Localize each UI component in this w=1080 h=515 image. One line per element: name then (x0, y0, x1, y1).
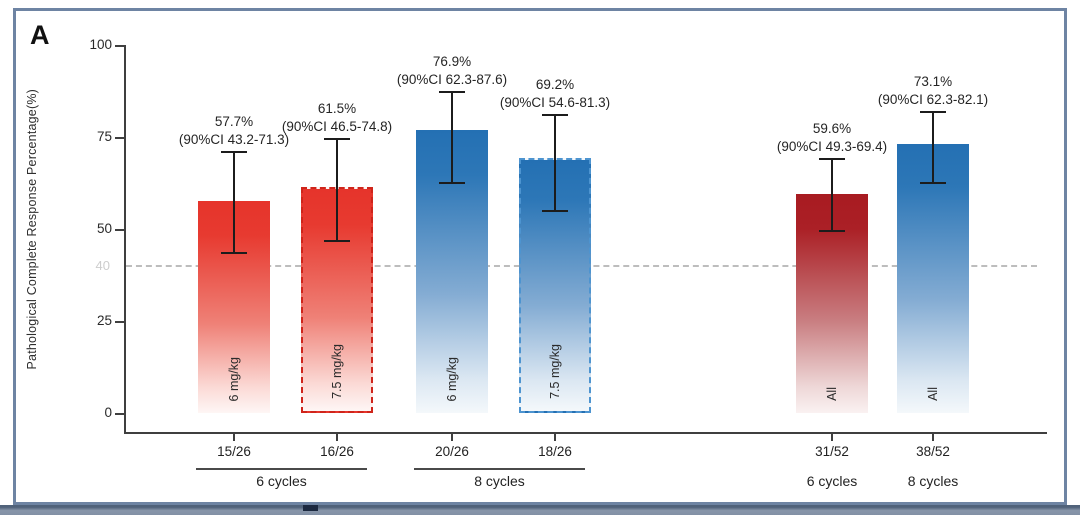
bar-annotation-all-8cycles: 73.1% (90%CI 62.3-82.1) (823, 73, 1043, 109)
error-bar-cap-top (542, 114, 568, 116)
y-tick-mark (115, 229, 124, 231)
bar-annotation-6mgkg-6cycles: 57.7% (90%CI 43.2-71.3) (124, 113, 344, 149)
x-axis-line (124, 432, 1047, 434)
fraction-label-all-8cycles: 38/52 (916, 444, 950, 459)
group-label-0: 6 cycles (256, 473, 307, 489)
group-underline-0 (196, 468, 367, 470)
bar-dose-label-text: 7.5 mg/kg (548, 344, 562, 399)
error-bar-line (554, 114, 556, 212)
y-tick-label: 75 (96, 129, 112, 144)
reference-line-label: 40 (95, 258, 110, 273)
error-bar-cap-top (439, 91, 465, 93)
y-axis-title: Pathological Complete Response Percentag… (25, 88, 39, 370)
next-panel-peek-mark (303, 505, 318, 511)
annotation-percent: 61.5% (317, 101, 357, 116)
annotation-percent: 59.6% (812, 121, 852, 136)
bar-7-5mgkg-6cycles: 7.5 mg/kg (301, 187, 373, 413)
error-bar-line (831, 158, 833, 232)
annotation-percent: 69.2% (535, 77, 575, 92)
error-bar-cap-bottom (920, 182, 946, 184)
bar-dose-label: 6 mg/kg (416, 357, 488, 401)
y-tick-mark (115, 137, 124, 139)
panel-letter: A (30, 20, 50, 50)
next-panel-top-band (0, 505, 1080, 515)
bar-dose-label-text: All (926, 387, 940, 401)
bar-dose-label: All (897, 387, 969, 401)
x-axis-tick (233, 434, 235, 441)
y-tick-mark (115, 321, 124, 323)
annotation-ci: (90%CI 62.3-82.1) (877, 92, 989, 107)
fraction-label-all-6cycles: 31/52 (815, 444, 849, 459)
annotation-ci: (90%CI 62.3-87.6) (396, 72, 508, 87)
bar-annotation-7-5mgkg-8cycles: 69.2% (90%CI 54.6-81.3) (445, 76, 665, 112)
bar-annotation-6mgkg-8cycles: 76.9% (90%CI 62.3-87.6) (342, 53, 562, 89)
bar-all-8cycles: All (897, 144, 969, 413)
annotation-percent: 73.1% (913, 74, 953, 89)
y-tick-label: 25 (96, 313, 112, 328)
group-label-1: 8 cycles (474, 473, 525, 489)
bar-annotation-7-5mgkg-6cycles: 61.5% (90%CI 46.5-74.8) (227, 100, 447, 136)
error-bar-cap-bottom (324, 240, 350, 242)
fraction-label-7-5mgkg-6cycles: 16/26 (320, 444, 354, 459)
bar-dose-label: 7.5 mg/kg (521, 344, 589, 399)
group-underline-1 (414, 468, 585, 470)
error-bar-cap-top (221, 151, 247, 153)
x-axis-tick (451, 434, 453, 441)
y-tick-label: 100 (89, 37, 112, 52)
bar-annotation-all-6cycles: 59.6% (90%CI 49.3-69.4) (722, 120, 942, 156)
annotation-ci: (90%CI 54.6-81.3) (499, 95, 611, 110)
group-label-3: 8 cycles (907, 473, 959, 489)
bar-dose-label: 6 mg/kg (198, 357, 270, 401)
error-bar-cap-bottom (439, 182, 465, 184)
group-label-2: 6 cycles (806, 473, 858, 489)
error-bar-cap-top (819, 158, 845, 160)
fraction-label-7-5mgkg-8cycles: 18/26 (538, 444, 572, 459)
error-bar-line (233, 151, 235, 254)
error-bar-line (336, 138, 338, 242)
y-tick-label: 50 (96, 221, 112, 236)
x-axis-tick (554, 434, 556, 441)
annotation-ci: (90%CI 46.5-74.8) (281, 119, 393, 134)
x-axis-tick (336, 434, 338, 441)
error-bar-cap-bottom (221, 252, 247, 254)
error-bar-cap-top (920, 111, 946, 113)
annotation-ci: (90%CI 43.2-71.3) (178, 132, 290, 147)
error-bar-cap-bottom (819, 230, 845, 232)
error-bar-line (932, 111, 934, 184)
fraction-label-6mgkg-6cycles: 15/26 (217, 444, 251, 459)
bar-dose-label-text: 6 mg/kg (445, 356, 459, 401)
y-axis-line (124, 45, 126, 432)
annotation-ci: (90%CI 49.3-69.4) (776, 139, 888, 154)
y-tick-label: 0 (104, 405, 112, 420)
annotation-percent: 76.9% (432, 54, 472, 69)
x-axis-tick (831, 434, 833, 441)
bar-dose-label-text: 6 mg/kg (227, 356, 241, 401)
bar-dose-label: All (796, 387, 868, 401)
fraction-label-6mgkg-8cycles: 20/26 (435, 444, 469, 459)
bar-dose-label-text: 7.5 mg/kg (330, 344, 344, 399)
x-axis-tick (932, 434, 934, 441)
bar-dose-label-text: All (825, 387, 839, 401)
bar-dose-label: 7.5 mg/kg (303, 344, 371, 399)
annotation-percent: 57.7% (214, 114, 254, 129)
y-tick-mark (115, 45, 124, 47)
error-bar-cap-top (324, 138, 350, 140)
error-bar-line (451, 91, 453, 184)
error-bar-cap-bottom (542, 210, 568, 212)
y-tick-mark (115, 413, 124, 415)
